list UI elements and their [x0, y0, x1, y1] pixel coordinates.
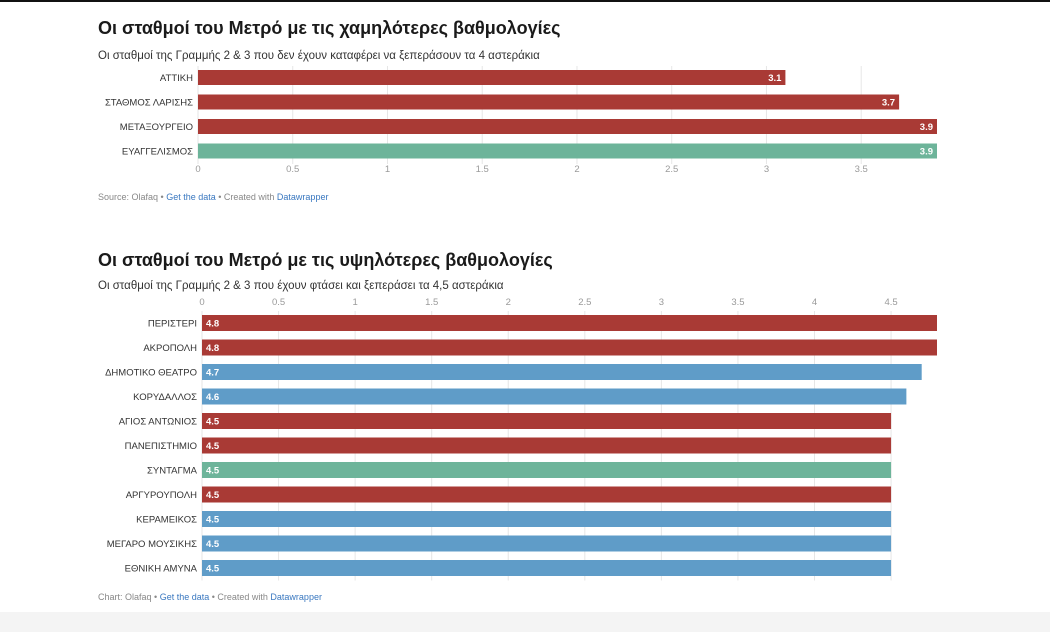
- chart-title: Οι σταθμοί του Μετρό με τις υψηλότερες β…: [98, 250, 553, 270]
- category-label: ΣΥΝΤΑΓΜΑ: [147, 466, 198, 477]
- category-label: ΣΤΑΘΜΟΣ ΛΑΡΙΣΗΣ: [105, 98, 193, 109]
- x-tick-label: 3.5: [855, 164, 868, 175]
- category-label: ΕΘΝΙΚΗ ΑΜΥΝΑ: [125, 564, 198, 575]
- chart-subtitle: Οι σταθμοί της Γραμμής 2 & 3 που έχουν φ…: [98, 280, 504, 292]
- value-label: 4.7: [206, 368, 219, 379]
- category-label: ΑΓΙΟΣ ΑΝΤΩΝΙΟΣ: [119, 417, 197, 428]
- bar: [202, 462, 892, 478]
- x-tick-label: 1: [352, 297, 357, 308]
- bar: [202, 364, 922, 380]
- value-label: 4.5: [206, 490, 220, 501]
- x-tick-label: 4: [812, 297, 817, 308]
- value-label: 4.5: [206, 515, 220, 526]
- x-tick-label: 1.5: [425, 297, 438, 308]
- value-label: 3.9: [920, 147, 933, 158]
- get-the-data-link[interactable]: Get the data: [159, 592, 210, 602]
- x-tick-label: 4.5: [884, 297, 897, 308]
- bottom-gutter: [0, 612, 1050, 632]
- footer-source: Chart: Olafaq •: [98, 592, 160, 602]
- chart-footer: Chart: Olafaq • Get the data • Created w…: [98, 592, 322, 602]
- bar: [202, 560, 892, 576]
- bar: [202, 413, 892, 429]
- x-tick-label: 2.5: [578, 297, 591, 308]
- category-label: ΜΕΤΑΞΟΥΡΓΕΙΟ: [120, 122, 193, 133]
- x-tick-label: 0: [195, 164, 200, 175]
- value-label: 3.9: [920, 122, 933, 133]
- get-the-data-link[interactable]: Get the data: [166, 192, 216, 202]
- value-label: 4.5: [206, 466, 220, 477]
- value-label: 4.5: [206, 564, 220, 575]
- bar: [198, 70, 786, 85]
- top-border-line: [0, 0, 1050, 2]
- category-label: ΑΤΤΙΚΗ: [160, 73, 193, 84]
- x-tick-label: 1: [385, 164, 390, 175]
- category-label: ΑΡΓΥΡΟΥΠΟΛΗ: [126, 490, 197, 501]
- x-tick-label: 2: [574, 164, 579, 175]
- x-tick-label: 3: [764, 164, 769, 175]
- value-label: 4.5: [206, 417, 220, 428]
- footer-created-with: • Created with: [209, 592, 271, 602]
- value-label: 4.8: [206, 319, 219, 330]
- bar: [198, 119, 937, 134]
- bar: [198, 143, 937, 159]
- x-tick-label: 3.5: [731, 297, 744, 308]
- footer-created-with: • Created with: [215, 192, 277, 202]
- value-label: 4.6: [206, 392, 219, 403]
- value-label: 3.7: [882, 98, 895, 109]
- category-label: ΠΕΡΙΣΤΕΡΙ: [148, 319, 197, 330]
- category-label: ΚΕΡΑΜΕΙΚΟΣ: [136, 515, 197, 526]
- category-label: ΚΟΡΥΔΑΛΛΟΣ: [133, 392, 197, 403]
- chart-subtitle: Οι σταθμοί της Γραμμής 2 & 3 που δεν έχο…: [98, 50, 540, 62]
- bar: [202, 486, 892, 503]
- category-label: ΠΑΝΕΠΙΣΤΗΜΙΟ: [125, 441, 197, 452]
- category-label: ΑΚΡΟΠΟΛΗ: [143, 343, 197, 354]
- bar: [202, 511, 892, 527]
- value-label: 4.5: [206, 441, 220, 452]
- bar: [198, 94, 900, 110]
- x-tick-label: 0: [199, 297, 204, 308]
- category-label: ΔΗΜΟΤΙΚΟ ΘΕΑΤΡΟ: [105, 368, 197, 379]
- x-tick-label: 0.5: [272, 297, 285, 308]
- x-tick-label: 1.5: [476, 164, 489, 175]
- bar: [202, 315, 937, 331]
- value-label: 4.5: [206, 539, 220, 550]
- chart-footer: Source: Olafaq • Get the data • Created …: [98, 192, 328, 202]
- category-label: ΕΥΑΓΓΕΛΙΣΜΟΣ: [122, 147, 193, 158]
- bar-chart-highest: 0 0.5 1 1.5 2 2.5 3 3.5 4 4.5 ΠΕΡΙΣΤΕΡΙ 4.8 ΑΚΡΟΠΟΛΗ…: [105, 297, 937, 581]
- x-tick-label: 2: [506, 297, 511, 308]
- datawrapper-link[interactable]: Datawrapper: [270, 592, 322, 602]
- x-tick-label: 3: [659, 297, 664, 308]
- bar: [202, 437, 892, 454]
- bar-chart-lowest: 0 0.5 1 1.5 2 2.5 3 3.5 ΑΤΤΙΚΗ 3.1 ΣΤΑΘΜΟΣ ΛΑΡΙΣΗΣ…: [105, 66, 937, 175]
- datawrapper-link[interactable]: Datawrapper: [276, 192, 329, 202]
- x-tick-label: 2.5: [665, 164, 678, 175]
- chart-title: Οι σταθμοί του Μετρό με τις χαμηλότερες …: [98, 18, 561, 38]
- bar: [202, 339, 937, 356]
- value-label: 4.8: [206, 343, 219, 354]
- footer-source: Source: Olafaq •: [98, 192, 167, 202]
- value-label: 3.1: [768, 73, 782, 84]
- x-tick-label: 0.5: [286, 164, 299, 175]
- category-label: ΜΕΓΑΡΟ ΜΟΥΣΙΚΗΣ: [107, 539, 197, 550]
- bar: [202, 388, 907, 405]
- bar: [202, 535, 892, 552]
